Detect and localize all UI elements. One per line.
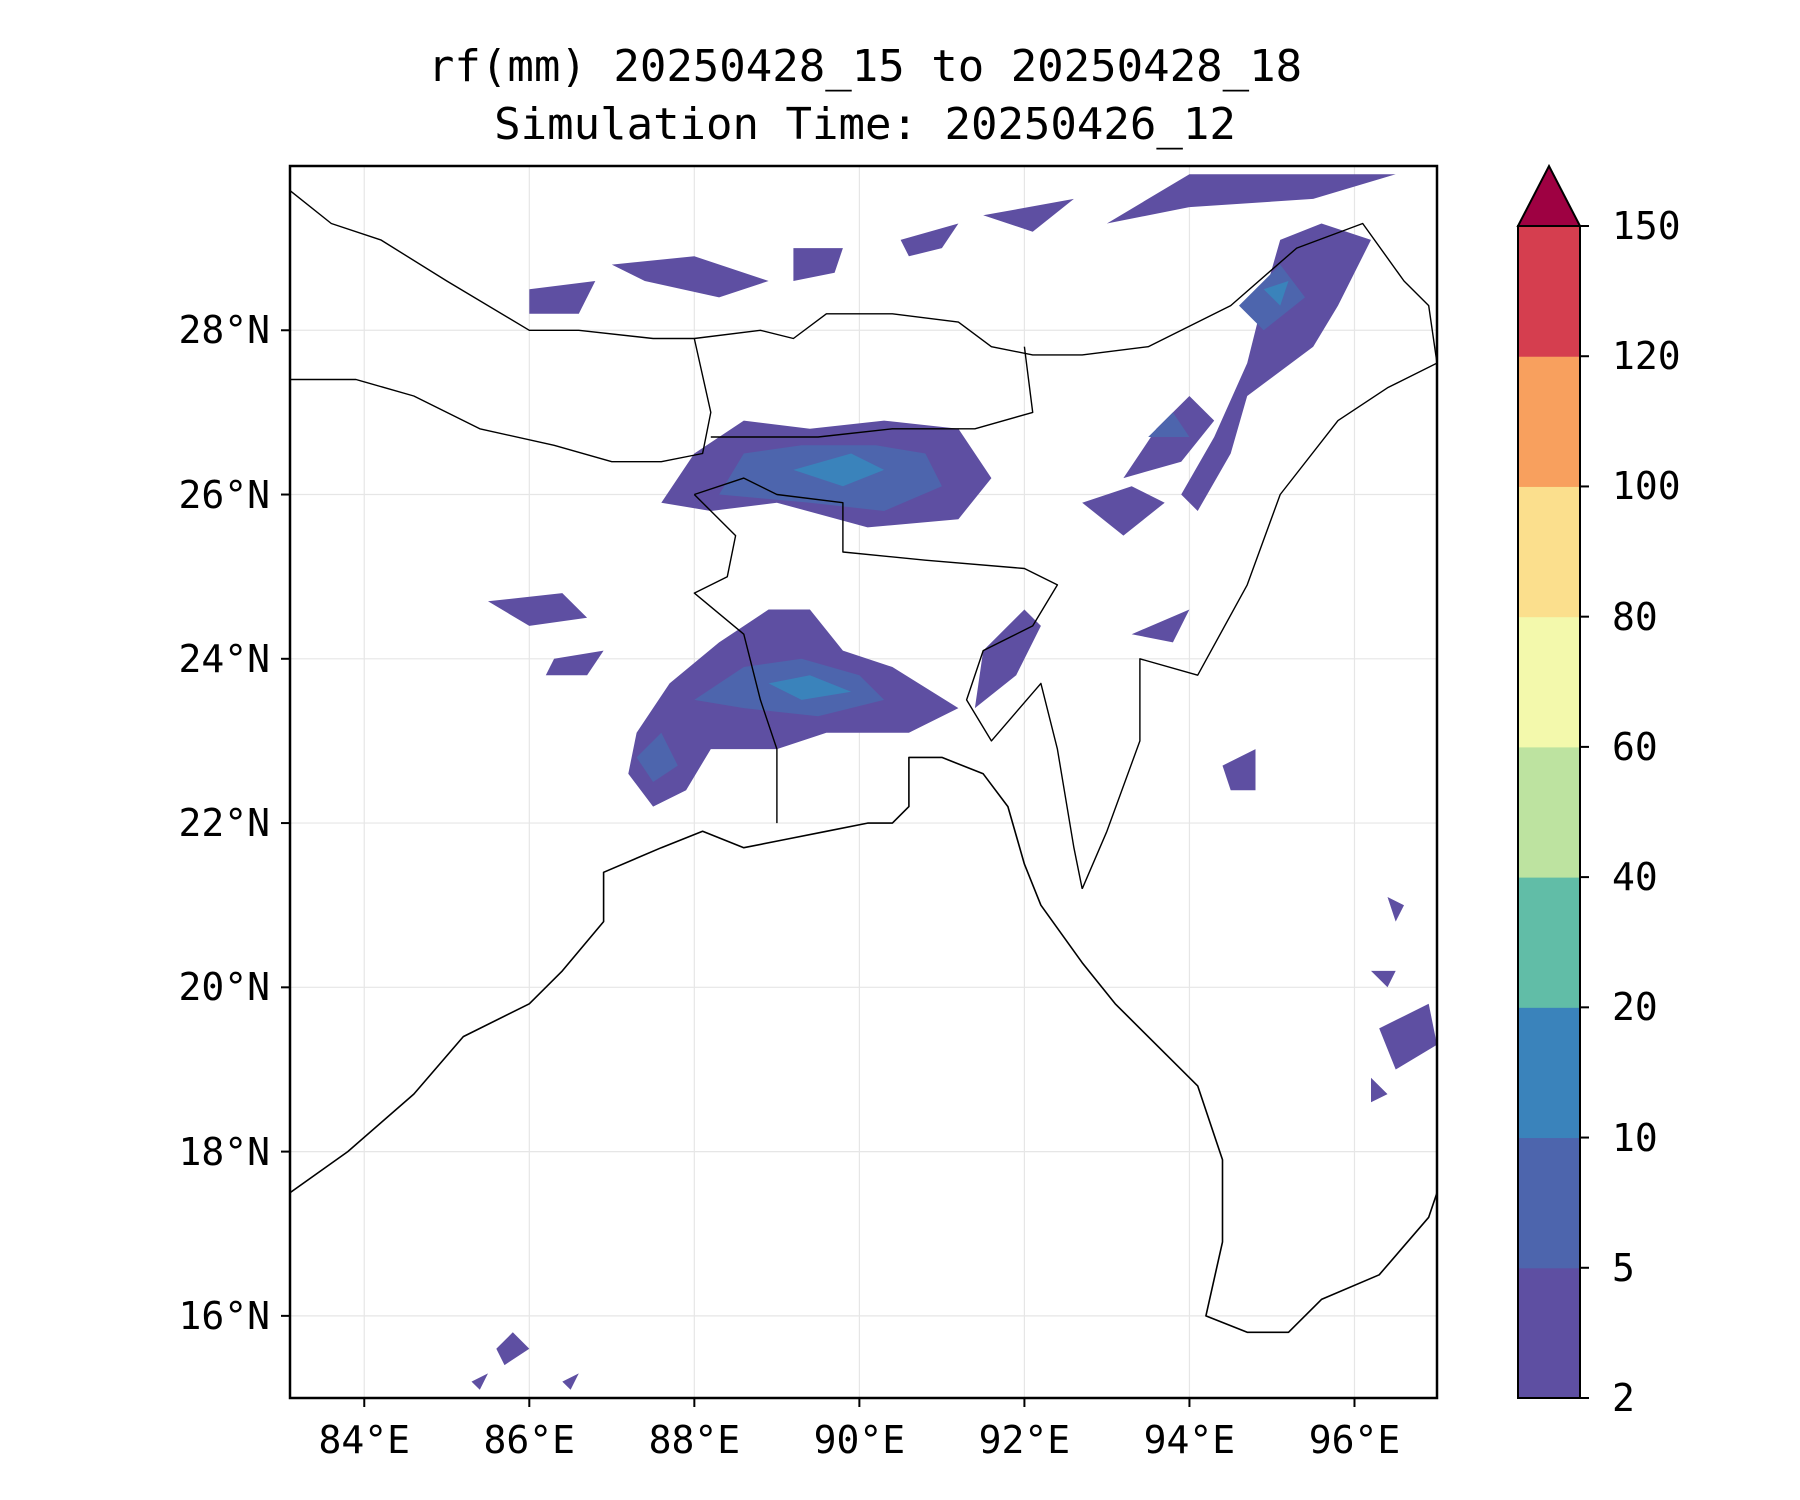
rain-contour-21 <box>974 609 1041 709</box>
rain-contour-7 <box>1181 223 1371 511</box>
rain-contour-15 <box>793 248 843 281</box>
lon-tick-label: 94°E <box>1143 1418 1236 1462</box>
rainfall-contours <box>471 174 1437 1390</box>
colorbar-box-5 <box>1518 616 1580 748</box>
map-frame <box>288 164 1439 1400</box>
colorbar-level-label: 80 <box>1612 594 1658 639</box>
colorbar-level-label: 120 <box>1612 334 1681 379</box>
colorbar-level-label: 150 <box>1612 204 1681 248</box>
rain-contour-30 <box>471 1373 488 1390</box>
border-2 <box>710 346 1034 438</box>
rain-contour-5 <box>768 675 852 700</box>
lon-tick-label: 90°E <box>813 1418 906 1462</box>
rain-contour-6 <box>636 732 678 782</box>
figure-title-line2: Simulation Time: 20250426_12 <box>494 99 1236 150</box>
border-0 <box>290 190 1437 364</box>
colorbar-box-6 <box>1518 486 1580 618</box>
colorbar-extend-triangle <box>1516 163 1582 227</box>
lat-tick-label: 24°N <box>178 636 270 681</box>
border-4 <box>693 494 778 824</box>
rain-contour-22 <box>1131 609 1190 643</box>
rain-contour-29 <box>562 1373 579 1390</box>
colorbar-level-label: 10 <box>1612 1115 1658 1160</box>
gridlines <box>290 166 1437 1398</box>
rain-contour-16 <box>983 198 1074 232</box>
rain-contour-24 <box>1379 1003 1437 1070</box>
colorbar-box-1 <box>1518 1137 1580 1269</box>
rain-contour-25 <box>1371 1077 1388 1103</box>
lon-tick-label: 92°E <box>978 1418 1071 1462</box>
border-1 <box>290 338 712 463</box>
lat-tick-label: 22°N <box>178 801 270 846</box>
rain-contour-13 <box>611 256 769 298</box>
coastlines-and-borders <box>290 190 1437 1334</box>
lat-tick-label: 18°N <box>178 1129 270 1174</box>
rain-contour-14 <box>529 281 596 314</box>
lat-tick-label: 20°N <box>178 965 270 1010</box>
rain-contour-12 <box>1082 486 1165 536</box>
colorbar-box-4 <box>1518 746 1580 878</box>
colorbar-level-label: 2 <box>1612 1376 1635 1420</box>
colorbar-box-0 <box>1518 1267 1580 1399</box>
colorbar <box>1516 163 1589 1399</box>
rain-contour-2 <box>793 453 885 487</box>
rain-contour-28 <box>496 1332 530 1366</box>
colorbar-level-label: 20 <box>1612 985 1658 1030</box>
lon-tick-label: 86°E <box>483 1418 576 1462</box>
lon-tick-label: 88°E <box>648 1418 741 1462</box>
rain-contour-10 <box>1123 396 1215 479</box>
rain-contour-18 <box>900 223 959 257</box>
colorbar-level-label: 60 <box>1612 724 1658 769</box>
rain-contour-17 <box>1106 174 1396 224</box>
lat-tick-label: 26°N <box>178 472 270 517</box>
lat-tick-label: 28°N <box>178 308 270 353</box>
figure-title-line1: rf(mm) 20250428_15 to 20250428_18 <box>427 41 1303 92</box>
lon-tick-label: 84°E <box>318 1418 411 1462</box>
rain-contour-8 <box>1239 264 1305 331</box>
colorbar-level-label: 100 <box>1612 464 1681 509</box>
rain-contour-11 <box>1148 412 1190 437</box>
lon-tick-label: 96°E <box>1308 1418 1401 1462</box>
colorbar-level-label: 5 <box>1612 1245 1635 1290</box>
rain-contour-27 <box>1387 897 1404 922</box>
colorbar-box-7 <box>1518 356 1580 487</box>
rain-contour-19 <box>488 593 588 626</box>
colorbar-frame <box>1517 225 1581 1399</box>
border-5 <box>1081 362 1437 890</box>
colorbar-box-2 <box>1518 1007 1580 1139</box>
colorbar-box-3 <box>1518 877 1580 1008</box>
border-3 <box>694 477 1083 889</box>
lat-tick-label: 16°N <box>178 1293 270 1338</box>
rain-contour-26 <box>1371 970 1396 988</box>
colorbar-level-label: 40 <box>1612 855 1658 900</box>
rain-contour-23 <box>1222 749 1256 791</box>
rain-contour-20 <box>545 650 604 676</box>
colorbar-box-8 <box>1518 226 1580 357</box>
rain-contour-9 <box>1263 281 1289 306</box>
coastline-0 <box>290 756 1437 1334</box>
